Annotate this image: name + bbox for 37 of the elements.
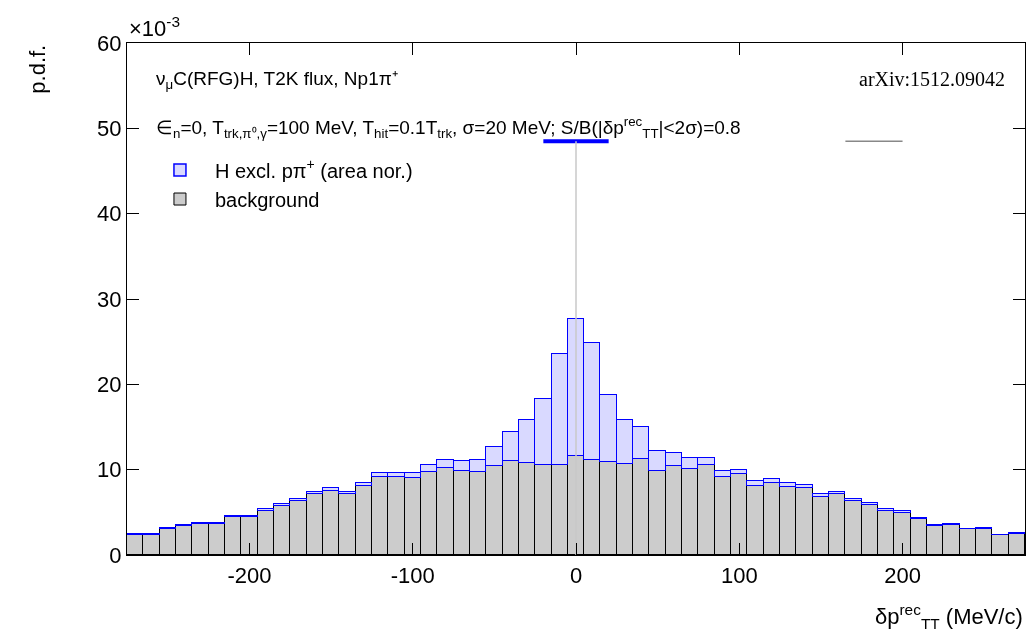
y-tick-label: 50 <box>97 116 122 142</box>
annotation: arXiv:1512.09042 <box>859 68 1006 90</box>
y-tick-label: 30 <box>97 286 122 312</box>
annotation: ν$_{μ}$C(RFG)H, T2K flux, Np1π⁺ <box>156 68 398 92</box>
bar <box>582 341 600 460</box>
text: ∈$_{n}$=0, T$_{trk,π⁰,γ}$=100 MeV, T$_{hit}$=0.1T$_{trk}$, σ=20 MeV; S/B(|δp$^{rec}$$_{TT}$|<2σ)=0.8 <box>156 114 741 141</box>
bar <box>501 430 519 461</box>
bar <box>680 456 698 469</box>
bar <box>419 463 437 472</box>
bar <box>403 471 421 478</box>
y-axis-title: p.d.f. <box>24 44 50 94</box>
x-tick-label: -200 <box>227 562 272 588</box>
bar <box>631 425 649 459</box>
x-tick-label: 0 <box>569 562 583 588</box>
bar <box>664 451 682 466</box>
legend-label: background <box>214 188 320 211</box>
y-tick-label: 20 <box>97 372 122 398</box>
bar <box>468 458 486 472</box>
y-tick-label: 0 <box>109 542 122 568</box>
bar <box>550 352 568 465</box>
legend-label: H excl. pπ$^{+}$ (area nor.) <box>214 156 413 182</box>
bar <box>696 456 715 465</box>
bar <box>517 418 535 463</box>
bar <box>647 449 666 471</box>
y-tick-label: 60 <box>97 30 122 56</box>
x-axis-title: δp$^{rec}$$_{TT}$ (MeV/c) <box>875 601 1023 632</box>
y-tick-label: 40 <box>97 201 122 227</box>
x-tick-label: -100 <box>390 562 435 588</box>
bar <box>615 418 633 464</box>
text: ×10$^{-3}$ <box>129 13 181 42</box>
x-tick-label: 100 <box>720 562 758 588</box>
y-tick-label: 10 <box>97 457 122 483</box>
bar <box>484 445 503 466</box>
bar <box>533 397 552 465</box>
x-tick-label: 200 <box>884 562 921 588</box>
bar <box>598 393 617 462</box>
bar <box>729 468 747 474</box>
